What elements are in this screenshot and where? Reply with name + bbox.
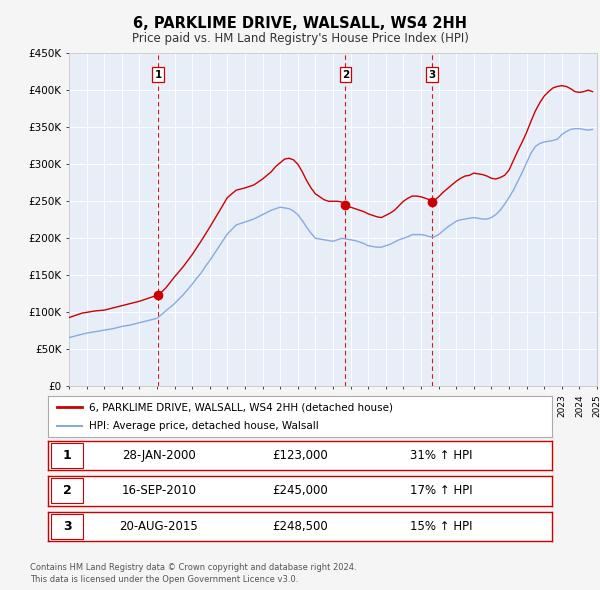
FancyBboxPatch shape (50, 443, 83, 468)
Text: Price paid vs. HM Land Registry's House Price Index (HPI): Price paid vs. HM Land Registry's House … (131, 32, 469, 45)
Text: £248,500: £248,500 (272, 520, 328, 533)
Text: £123,000: £123,000 (272, 449, 328, 462)
Text: HPI: Average price, detached house, Walsall: HPI: Average price, detached house, Wals… (89, 421, 319, 431)
Text: 2: 2 (342, 70, 349, 80)
Text: 16-SEP-2010: 16-SEP-2010 (121, 484, 196, 497)
Text: 2: 2 (63, 484, 71, 497)
Text: 3: 3 (63, 520, 71, 533)
Text: 1: 1 (63, 449, 71, 462)
FancyBboxPatch shape (50, 478, 83, 503)
Text: This data is licensed under the Open Government Licence v3.0.: This data is licensed under the Open Gov… (30, 575, 298, 584)
FancyBboxPatch shape (50, 514, 83, 539)
Text: 31% ↑ HPI: 31% ↑ HPI (410, 449, 472, 462)
Text: 6, PARKLIME DRIVE, WALSALL, WS4 2HH (detached house): 6, PARKLIME DRIVE, WALSALL, WS4 2HH (det… (89, 402, 394, 412)
Text: 20-AUG-2015: 20-AUG-2015 (119, 520, 198, 533)
Text: 15% ↑ HPI: 15% ↑ HPI (410, 520, 472, 533)
Text: 28-JAN-2000: 28-JAN-2000 (122, 449, 196, 462)
Text: £245,000: £245,000 (272, 484, 328, 497)
Text: 1: 1 (155, 70, 162, 80)
Text: 6, PARKLIME DRIVE, WALSALL, WS4 2HH: 6, PARKLIME DRIVE, WALSALL, WS4 2HH (133, 16, 467, 31)
Text: 3: 3 (428, 70, 436, 80)
Text: Contains HM Land Registry data © Crown copyright and database right 2024.: Contains HM Land Registry data © Crown c… (30, 563, 356, 572)
Text: 17% ↑ HPI: 17% ↑ HPI (410, 484, 472, 497)
